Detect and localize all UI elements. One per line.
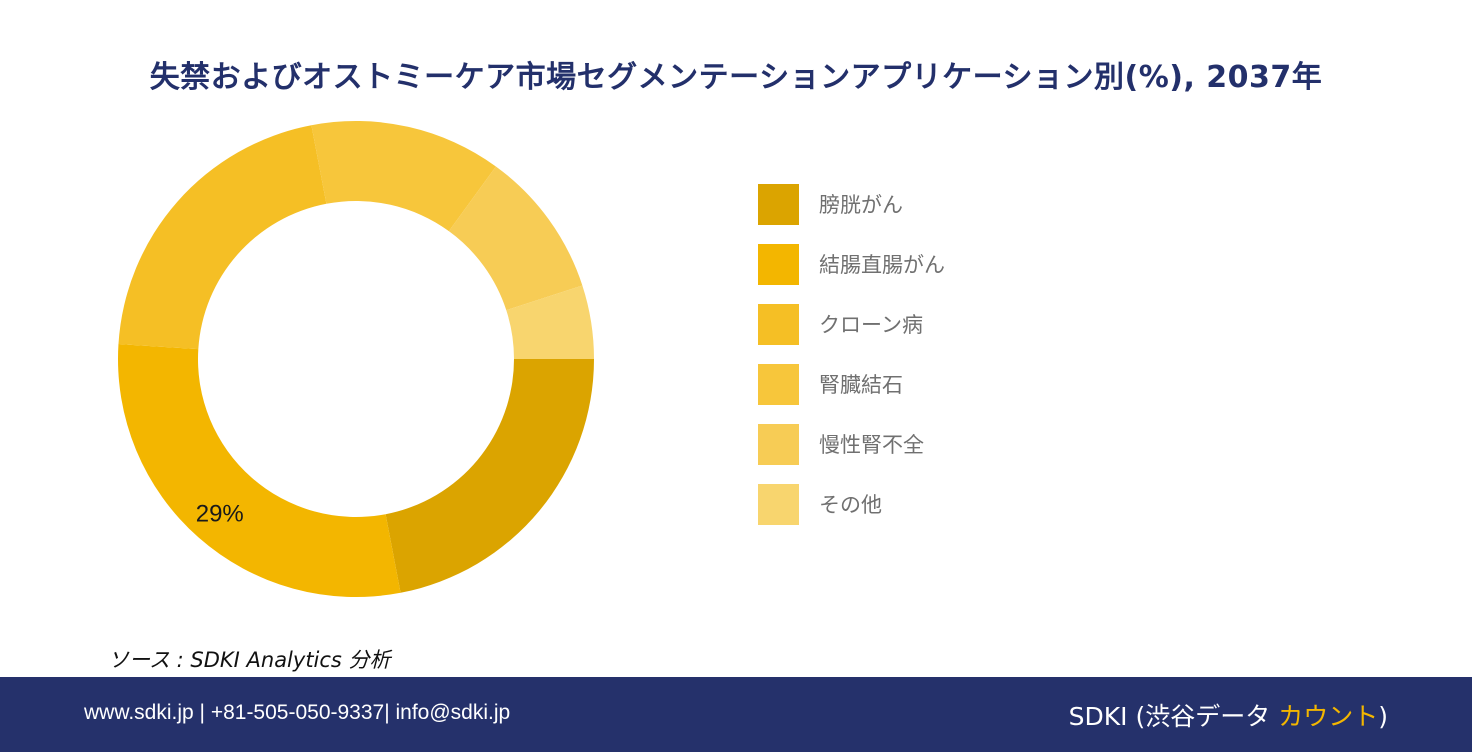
legend: 膀胱がん 結腸直腸がん クローン病 腎臓結石 慢性腎不全 その他: [758, 183, 945, 544]
legend-swatch: [758, 303, 799, 345]
brand-logo: SDKI (渋谷データ カウント): [1069, 697, 1388, 733]
brand-accent: カウント: [1278, 702, 1379, 731]
legend-label: 慢性腎不全: [819, 433, 924, 457]
legend-swatch: [758, 363, 799, 405]
legend-item-kidney-stones[interactable]: 腎臓結石: [758, 363, 945, 405]
donut-slice-3[interactable]: [118, 125, 327, 350]
donut-slice-5[interactable]: [448, 166, 583, 311]
brand-prefix: SDKI (渋谷データ: [1068, 702, 1279, 731]
legend-item-chronic-kidney-failure[interactable]: 慢性腎不全: [758, 423, 945, 465]
legend-swatch: [758, 423, 799, 465]
donut-slice-4[interactable]: [311, 120, 496, 232]
legend-item-bladder-cancer[interactable]: 膀胱がん: [758, 183, 945, 225]
legend-label: 膀胱がん: [819, 193, 903, 217]
legend-swatch: [758, 483, 799, 525]
brand-suffix: ): [1378, 702, 1388, 731]
slice-data-label: 29%: [196, 501, 244, 528]
donut-slice-1[interactable]: [385, 359, 594, 593]
legend-swatch: [758, 243, 799, 285]
legend-item-crohns-disease[interactable]: クローン病: [758, 303, 945, 345]
legend-item-colorectal-cancer[interactable]: 結腸直腸がん: [758, 243, 945, 285]
donut-chart: 29%: [117, 120, 594, 597]
legend-label: 腎臓結石: [819, 373, 903, 397]
donut-slice-2[interactable]: [117, 344, 401, 597]
footer-bar: www.sdki.jp | +81-505-050-9337| info@sdk…: [0, 677, 1472, 752]
contact-info: www.sdki.jp | +81-505-050-9337| info@sdk…: [84, 701, 511, 724]
legend-item-other[interactable]: その他: [758, 483, 945, 525]
legend-label: クローン病: [819, 313, 923, 337]
legend-swatch: [758, 183, 799, 225]
chart-title: 失禁およびオストミーケア市場セグメンテーションアプリケーション別(%), 203…: [149, 60, 1323, 95]
legend-label: その他: [819, 493, 882, 517]
donut-slice-6[interactable]: [506, 285, 594, 359]
source-note: ソース : SDKI Analytics 分析: [108, 648, 391, 672]
legend-label: 結腸直腸がん: [819, 253, 945, 277]
